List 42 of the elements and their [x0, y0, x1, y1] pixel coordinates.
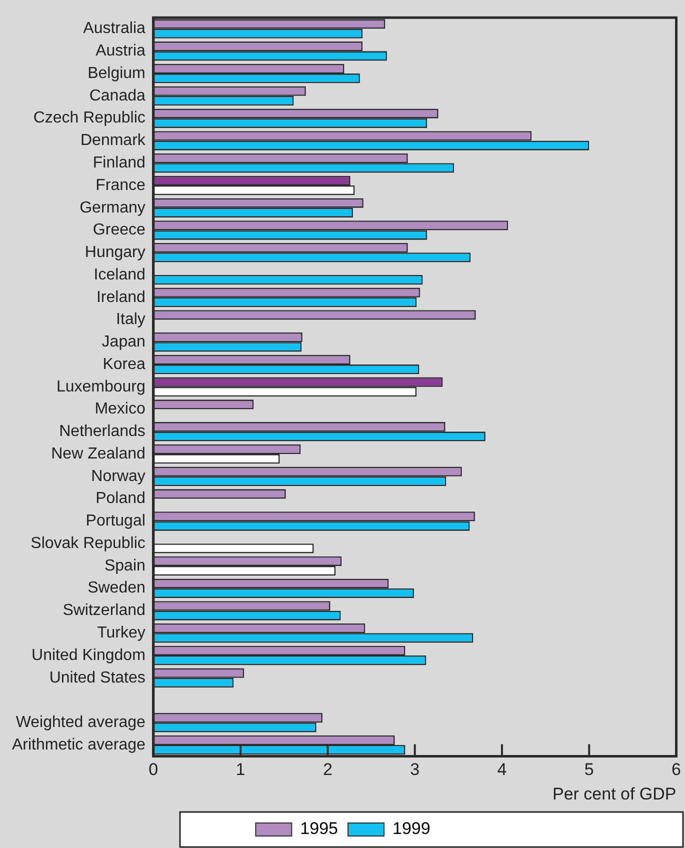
y-tick-label: Austria — [96, 42, 146, 60]
y-tick-label: Arithmetic average — [12, 736, 146, 754]
y-tick-label: Canada — [89, 87, 146, 104]
x-tick-label: 4 — [497, 760, 507, 780]
x-tick-label: 6 — [672, 760, 682, 780]
y-tick-label: Slovak Republic — [30, 534, 146, 552]
y-tick-label: Switzerland — [62, 602, 146, 620]
y-tick-label: Belgium — [88, 64, 146, 82]
y-tick-label: New Zealand — [51, 445, 146, 462]
y-tick-label: Portugal — [86, 512, 146, 530]
x-tick-label: 3 — [410, 760, 420, 780]
y-tick-label: United Kingdom — [32, 646, 146, 664]
y-tick-label: Czech Republic — [33, 110, 146, 127]
y-tick-label: United States — [49, 669, 146, 686]
y-tick-label: Luxembourg — [56, 378, 146, 396]
x-tick-label: 5 — [584, 760, 594, 780]
y-tick-label: Turkey — [97, 624, 146, 642]
x-tick-label: 1 — [236, 760, 246, 780]
y-tick-label: Mexico — [94, 400, 146, 418]
y-tick-label: Germany — [80, 199, 146, 216]
legend-label: 1995 — [300, 819, 338, 838]
x-tick-label: 2 — [322, 760, 332, 780]
y-tick-label: Japan — [102, 334, 146, 351]
y-tick-label: Weighted average — [16, 714, 146, 732]
y-tick-label: Greece — [92, 222, 146, 239]
y-tick-label: France — [96, 176, 146, 194]
y-tick-label: Denmark — [80, 132, 146, 150]
y-tick-label: Australia — [83, 20, 146, 38]
y-tick-label: Spain — [104, 557, 146, 574]
y-tick-label: Ireland — [96, 288, 146, 306]
y-tick-label: Iceland — [94, 266, 146, 284]
y-tick-label: Hungary — [84, 244, 146, 262]
y-tick-label: Sweden — [88, 580, 146, 597]
y-tick-label: Netherlands — [59, 423, 146, 440]
y-tick-label: Norway — [91, 468, 146, 485]
y-tick-label: Finland — [92, 154, 146, 172]
y-tick-label: Italy — [116, 311, 146, 328]
x-tick-label: 0 — [148, 760, 158, 780]
x-axis-title: Per cent of GDP — [552, 784, 676, 804]
legend-label: 1999 — [392, 819, 430, 838]
y-tick-label: Poland — [96, 490, 146, 508]
y-tick-label: Korea — [102, 356, 146, 373]
